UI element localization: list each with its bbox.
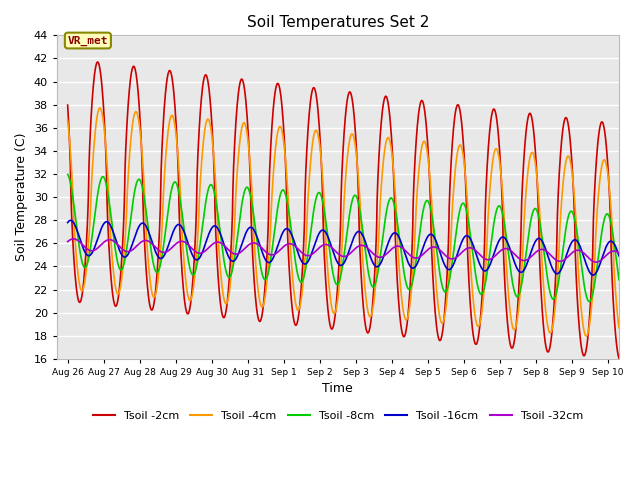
Tsoil -2cm [64,102,72,108]
Tsoil -2cm [573,286,580,291]
Tsoil -2cm [525,112,532,118]
Tsoil -2cm [284,217,291,223]
Tsoil -16cm [525,256,532,262]
Tsoil -16cm [297,257,305,263]
Text: VR_met: VR_met [68,36,108,46]
Tsoil -4cm [433,289,440,295]
Tsoil -4cm [622,322,630,327]
Tsoil -4cm [573,231,580,237]
Tsoil -4cm [96,105,104,111]
Title: Soil Temperatures Set 2: Soil Temperatures Set 2 [246,15,429,30]
Tsoil -2cm [622,312,630,318]
Tsoil -8cm [64,171,72,177]
Tsoil -2cm [616,357,624,362]
Tsoil -4cm [188,296,195,301]
Tsoil -32cm [188,245,195,251]
Legend: Tsoil -2cm, Tsoil -4cm, Tsoil -8cm, Tsoil -16cm, Tsoil -32cm: Tsoil -2cm, Tsoil -4cm, Tsoil -8cm, Tsoi… [88,407,588,425]
Tsoil -4cm [64,118,72,123]
Line: Tsoil -2cm: Tsoil -2cm [68,62,626,360]
Y-axis label: Soil Temperature (C): Soil Temperature (C) [15,133,28,262]
Tsoil -2cm [93,59,101,65]
Tsoil -8cm [283,196,291,202]
Tsoil -16cm [67,217,75,223]
Tsoil -16cm [64,220,72,226]
Line: Tsoil -8cm: Tsoil -8cm [68,174,626,304]
X-axis label: Time: Time [323,383,353,396]
Tsoil -32cm [297,249,305,254]
Tsoil -4cm [618,336,626,342]
Tsoil -32cm [433,245,440,251]
Tsoil -8cm [433,245,440,251]
Line: Tsoil -4cm: Tsoil -4cm [68,108,626,339]
Tsoil -32cm [70,236,77,242]
Tsoil -2cm [297,292,305,298]
Tsoil -32cm [573,247,580,253]
Tsoil -16cm [573,238,580,243]
Tsoil -32cm [525,256,532,262]
Tsoil -2cm [433,325,440,331]
Tsoil -32cm [284,241,291,247]
Tsoil -8cm [524,234,532,240]
Tsoil -8cm [621,301,629,307]
Tsoil -8cm [187,269,195,275]
Tsoil -16cm [589,272,597,278]
Tsoil -16cm [433,240,440,246]
Tsoil -8cm [296,279,304,285]
Tsoil -2cm [188,295,195,300]
Tsoil -4cm [284,178,291,184]
Tsoil -4cm [297,300,305,306]
Tsoil -32cm [64,239,72,244]
Tsoil -16cm [622,271,630,277]
Tsoil -4cm [525,162,532,168]
Tsoil -32cm [622,257,630,263]
Tsoil -8cm [622,301,630,307]
Line: Tsoil -32cm: Tsoil -32cm [68,239,626,262]
Tsoil -32cm [592,259,600,265]
Tsoil -8cm [573,226,580,231]
Tsoil -16cm [188,250,195,255]
Line: Tsoil -16cm: Tsoil -16cm [68,220,626,275]
Tsoil -16cm [284,226,291,231]
